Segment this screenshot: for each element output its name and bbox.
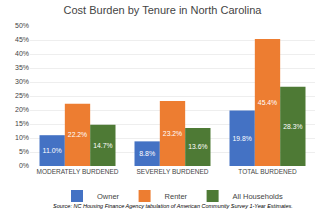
svg-text:14.7%: 14.7% (93, 142, 112, 149)
svg-text:TOTAL BURDENED: TOTAL BURDENED (238, 168, 297, 175)
svg-text:8.8%: 8.8% (139, 150, 155, 157)
svg-text:19.8%: 19.8% (233, 135, 252, 142)
svg-text:22.2%: 22.2% (68, 131, 87, 138)
svg-text:11.0%: 11.0% (43, 147, 62, 154)
svg-text:35%: 35% (15, 64, 29, 71)
svg-text:Owner: Owner (97, 192, 120, 201)
svg-text:Source: NC Housing Finance Age: Source: NC Housing Finance Agency tabula… (53, 203, 293, 209)
svg-text:10%: 10% (15, 134, 29, 141)
svg-text:15%: 15% (15, 120, 29, 127)
svg-text:20%: 20% (15, 106, 29, 113)
svg-text:50%: 50% (15, 22, 29, 29)
svg-text:0%: 0% (19, 162, 29, 169)
svg-text:Renter: Renter (165, 192, 188, 201)
svg-text:45.4%: 45.4% (258, 99, 277, 106)
svg-text:23.2%: 23.2% (163, 130, 182, 137)
svg-text:28.3%: 28.3% (283, 123, 302, 130)
svg-text:MODERATELY BURDENED: MODERATELY BURDENED (37, 168, 119, 175)
svg-text:45%: 45% (15, 36, 29, 43)
svg-text:25%: 25% (15, 92, 29, 99)
svg-text:SEVERELY BURDENED: SEVERELY BURDENED (136, 168, 208, 175)
svg-text:5%: 5% (19, 148, 29, 155)
svg-text:Cost Burden by Tenure in North: Cost Burden by Tenure in North Carolina (64, 4, 263, 16)
svg-text:All Households: All Households (233, 192, 283, 201)
svg-text:30%: 30% (15, 78, 29, 85)
svg-text:40%: 40% (15, 50, 29, 57)
svg-text:13.6%: 13.6% (188, 143, 207, 150)
